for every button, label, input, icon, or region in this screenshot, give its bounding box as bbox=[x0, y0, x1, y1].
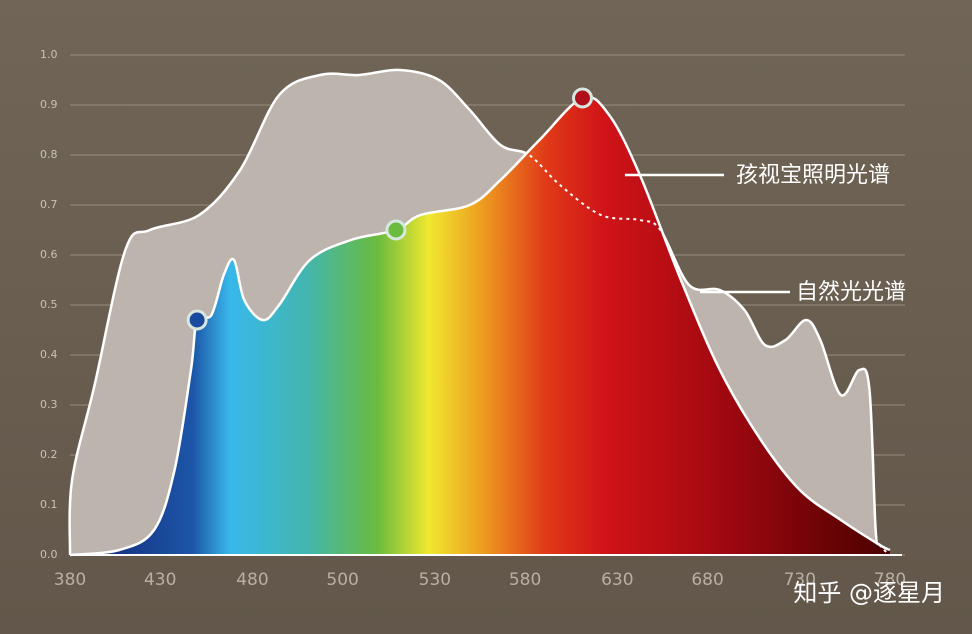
y-tick-label: 0.5 bbox=[40, 298, 58, 311]
y-tick-label: 0.7 bbox=[40, 198, 58, 211]
x-tick-label: 500 bbox=[326, 570, 358, 590]
y-tick-label: 0.3 bbox=[40, 398, 58, 411]
x-tick-label: 530 bbox=[419, 570, 451, 590]
x-tick-label: 680 bbox=[691, 570, 723, 590]
x-tick-label: 580 bbox=[509, 570, 541, 590]
x-tick-label: 480 bbox=[236, 570, 268, 590]
y-tick-label: 0.0 bbox=[40, 548, 58, 561]
lighting-area bbox=[70, 96, 890, 555]
legend-label: 自然光光谱 bbox=[796, 280, 906, 305]
highlight-point bbox=[572, 87, 593, 109]
y-tick-label: 1.0 bbox=[40, 48, 58, 61]
watermark: 知乎 @逐星月 bbox=[793, 579, 945, 607]
x-tick-label: 430 bbox=[144, 570, 176, 590]
y-tick-label: 0.6 bbox=[40, 248, 58, 261]
y-tick-label: 0.8 bbox=[40, 148, 58, 161]
y-tick-label: 0.4 bbox=[40, 348, 58, 361]
x-tick-label: 780 bbox=[874, 570, 906, 590]
x-tick-label: 730 bbox=[784, 570, 816, 590]
x-tick-label: 630 bbox=[601, 570, 633, 590]
y-tick-label: 0.1 bbox=[40, 498, 58, 511]
y-tick-label: 0.2 bbox=[40, 448, 58, 461]
highlight-point bbox=[385, 219, 407, 241]
y-tick-label: 0.9 bbox=[40, 98, 58, 111]
x-tick-label: 380 bbox=[54, 570, 86, 590]
highlight-point bbox=[186, 309, 208, 331]
natural-line-dotted bbox=[68, 68, 891, 556]
legend-label: 孩视宝照明光谱 bbox=[736, 163, 890, 188]
